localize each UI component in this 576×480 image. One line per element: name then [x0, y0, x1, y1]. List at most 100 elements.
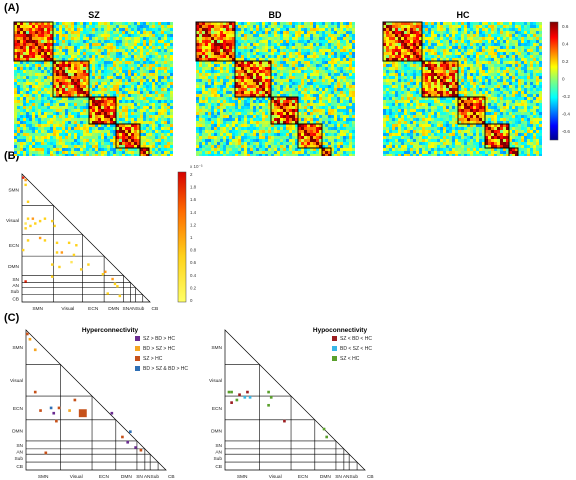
matrix-cell — [271, 40, 274, 43]
matrix-cell — [149, 49, 152, 52]
matrix-cell — [59, 61, 62, 64]
matrix-cell — [41, 49, 44, 52]
matrix-cell — [29, 88, 32, 91]
matrix-cell — [68, 31, 71, 34]
matrix-cell — [35, 133, 38, 136]
matrix-cell — [50, 103, 53, 106]
matrix-cell — [310, 67, 313, 70]
matrix-cell — [164, 91, 167, 94]
matrix-cell — [71, 130, 74, 133]
matrix-cell — [244, 88, 247, 91]
matrix-cell — [26, 52, 29, 55]
matrix-cell — [352, 34, 355, 37]
matrix-cell — [32, 112, 35, 115]
matrix-cell — [20, 34, 23, 37]
matrix-cell — [283, 67, 286, 70]
matrix-cell — [104, 148, 107, 151]
matrix-cell — [53, 130, 56, 133]
matrix-cell — [220, 91, 223, 94]
matrix-cell — [71, 31, 74, 34]
matrix-cell — [196, 136, 199, 139]
matrix-cell — [44, 22, 47, 25]
matrix-cell — [119, 94, 122, 97]
matrix-cell — [116, 103, 119, 106]
matrix-cell — [95, 46, 98, 49]
matrix-cell — [92, 142, 95, 145]
matrix-cell — [319, 112, 322, 115]
matrix-cell — [262, 55, 265, 58]
matrix-cell — [208, 85, 211, 88]
matrix-cell — [170, 43, 173, 46]
matrix-cell — [265, 124, 268, 127]
matrix-cell — [223, 139, 226, 142]
matrix-cell — [77, 148, 80, 151]
matrix-cell — [205, 58, 208, 61]
matrix-cell — [250, 64, 253, 67]
matrix-cell — [271, 76, 274, 79]
matrix-cell — [343, 91, 346, 94]
matrix-cell — [241, 103, 244, 106]
matrix-cell — [116, 136, 119, 139]
matrix-cell — [68, 64, 71, 67]
matrix-cell — [41, 70, 44, 73]
matrix-cell — [238, 79, 241, 82]
matrix-cell — [119, 40, 122, 43]
matrix-cell — [74, 106, 77, 109]
matrix-cell — [14, 112, 17, 115]
matrix-cell — [152, 58, 155, 61]
matrix-cell — [122, 88, 125, 91]
matrix-cell — [152, 112, 155, 115]
matrix-cell — [119, 79, 122, 82]
matrix-cell — [50, 52, 53, 55]
matrix-cell — [80, 139, 83, 142]
matrix-cell — [280, 70, 283, 73]
matrix-cell — [346, 25, 349, 28]
matrix-cell — [107, 151, 110, 154]
matrix-cell — [116, 82, 119, 85]
matrix-cell — [50, 145, 53, 148]
matrix-cell — [152, 100, 155, 103]
matrix-cell — [71, 112, 74, 115]
matrix-cell — [137, 127, 140, 130]
matrix-cell — [110, 142, 113, 145]
matrix-cell — [35, 52, 38, 55]
matrix-cell — [35, 85, 38, 88]
matrix-cell — [223, 82, 226, 85]
matrix-cell — [119, 67, 122, 70]
matrix-cell — [298, 100, 301, 103]
matrix-cell — [131, 94, 134, 97]
matrix-cell — [247, 22, 250, 25]
matrix-cell — [158, 28, 161, 31]
matrix-cell — [128, 43, 131, 46]
matrix-cell — [298, 85, 301, 88]
matrix-cell — [122, 124, 125, 127]
matrix-cell — [322, 133, 325, 136]
matrix-cell — [235, 91, 238, 94]
matrix-cell — [319, 82, 322, 85]
matrix-cell — [223, 52, 226, 55]
matrix-cell — [220, 106, 223, 109]
matrix-cell — [167, 118, 170, 121]
matrix-cell — [307, 127, 310, 130]
matrix-cell — [298, 79, 301, 82]
matrix-cell — [301, 127, 304, 130]
matrix-cell — [65, 28, 68, 31]
matrix-cell — [53, 151, 56, 154]
matrix-cell — [23, 151, 26, 154]
matrix-cell — [259, 85, 262, 88]
matrix-cell — [137, 34, 140, 37]
matrix-cell — [131, 22, 134, 25]
matrix-cell — [98, 85, 101, 88]
matrix-cell — [286, 124, 289, 127]
matrix-cell — [152, 43, 155, 46]
matrix-cell — [274, 37, 277, 40]
matrix-cell — [47, 142, 50, 145]
matrix-cell — [241, 127, 244, 130]
matrix-cell — [44, 70, 47, 73]
matrix-cell — [298, 109, 301, 112]
matrix-cell — [50, 100, 53, 103]
matrix-cell — [322, 97, 325, 100]
matrix-cell — [202, 100, 205, 103]
matrix-cell — [319, 22, 322, 25]
matrix-cell — [289, 25, 292, 28]
